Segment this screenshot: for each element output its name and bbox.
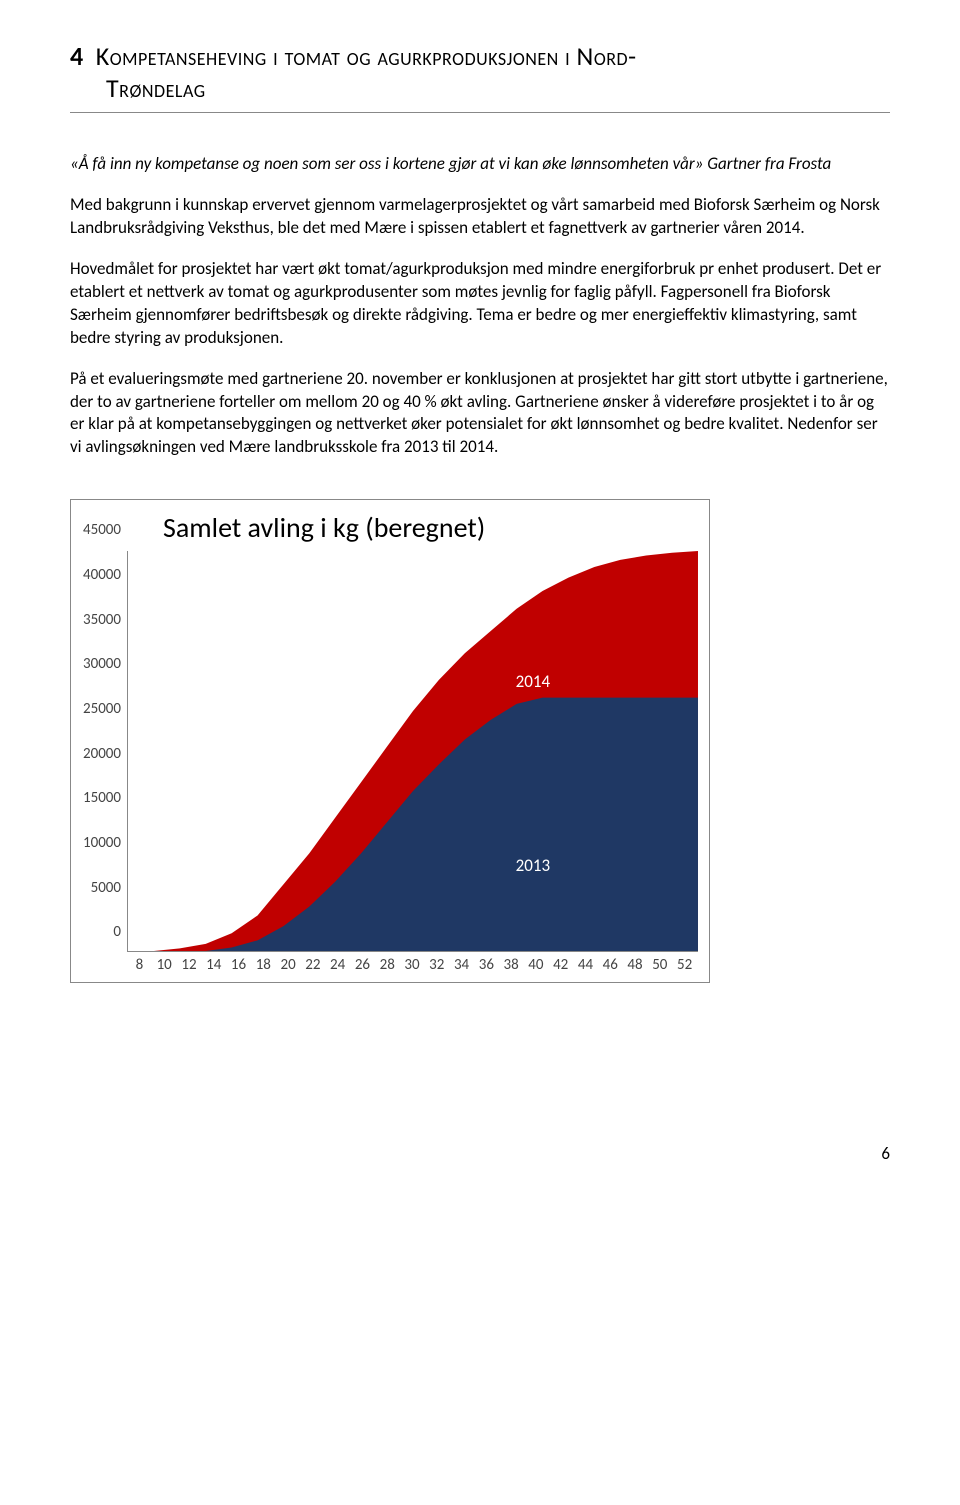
chart-y-axis: 45000 40000 35000 30000 25000 20000 15000 10000… xyxy=(83,521,127,941)
paragraph-2: Hovedmålet for prosjektet har vært økt t… xyxy=(70,258,890,350)
y-tick: 0 xyxy=(113,923,121,941)
series-label-2014: 2014 xyxy=(516,671,550,692)
x-tick: 46 xyxy=(598,956,623,974)
y-tick: 45000 xyxy=(83,521,121,539)
x-tick: 30 xyxy=(400,956,425,974)
x-tick: 52 xyxy=(672,956,697,974)
x-tick: 50 xyxy=(647,956,672,974)
y-tick: 20000 xyxy=(83,745,121,763)
heading-line1: Kompetanseheving i tomat og agurkproduks… xyxy=(96,40,637,72)
heading-number: 4 xyxy=(70,40,84,72)
x-tick: 32 xyxy=(424,956,449,974)
series-label-2013: 2013 xyxy=(516,855,550,876)
y-tick: 10000 xyxy=(83,834,121,852)
x-tick: 44 xyxy=(573,956,598,974)
x-tick: 36 xyxy=(474,956,499,974)
x-tick: 48 xyxy=(623,956,648,974)
x-tick: 8 xyxy=(127,956,152,974)
x-tick: 34 xyxy=(449,956,474,974)
x-tick: 14 xyxy=(201,956,226,974)
y-tick: 15000 xyxy=(83,789,121,807)
y-tick: 25000 xyxy=(83,700,121,718)
y-tick: 5000 xyxy=(91,879,121,897)
quote-paragraph: «Å få inn ny kompetanse og noen som ser … xyxy=(70,153,890,176)
x-tick: 10 xyxy=(152,956,177,974)
chart-container: Samlet avling i kg (beregnet) 45000 40000… xyxy=(70,499,710,983)
y-tick: 30000 xyxy=(83,655,121,673)
x-tick: 16 xyxy=(226,956,251,974)
paragraph-1: Med bakgrunn i kunnskap ervervet gjennom… xyxy=(70,194,890,240)
x-tick: 12 xyxy=(177,956,202,974)
x-tick: 20 xyxy=(276,956,301,974)
x-tick: 18 xyxy=(251,956,276,974)
x-tick: 28 xyxy=(375,956,400,974)
x-tick: 42 xyxy=(548,956,573,974)
paragraph-3: På et evalueringsmøte med gartneriene 20… xyxy=(70,368,890,460)
section-heading: 4 Kompetanseheving i tomat og agurkproduk… xyxy=(70,40,890,113)
chart-plot-area: 2014 2013 xyxy=(127,551,698,952)
chart-title: Samlet avling i kg (beregnet) xyxy=(163,510,697,545)
y-tick: 35000 xyxy=(83,611,121,629)
x-tick: 26 xyxy=(350,956,375,974)
heading-line2: Trøndelag xyxy=(106,72,890,104)
x-tick: 24 xyxy=(325,956,350,974)
x-tick: 40 xyxy=(524,956,549,974)
chart-svg xyxy=(128,551,698,951)
x-tick: 22 xyxy=(300,956,325,974)
page-number: 6 xyxy=(0,1023,960,1184)
chart-x-axis: 8101214161820222426283032343638404244464… xyxy=(127,952,697,978)
x-tick: 38 xyxy=(499,956,524,974)
y-tick: 40000 xyxy=(83,566,121,584)
